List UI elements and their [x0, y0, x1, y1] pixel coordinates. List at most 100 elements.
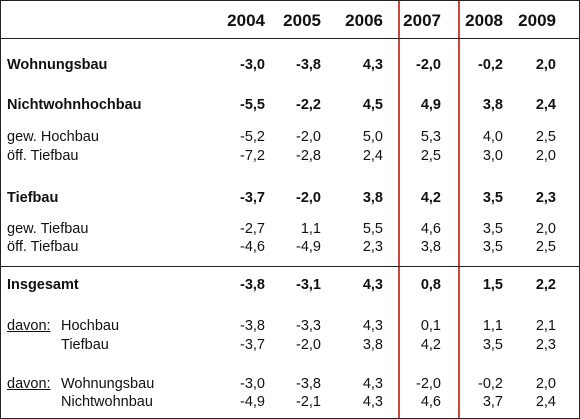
- value-2006: 3,8: [362, 337, 383, 353]
- value-2004: -3,8: [240, 318, 265, 334]
- value-2009: 2,0: [535, 57, 556, 73]
- value-2008: 1,5: [482, 277, 503, 293]
- table-row-davon-nichtwohnbau: Nichtwohnbau -4,9 -2,1 4,3 4,6 3,7 2,4: [1, 392, 579, 412]
- value-2008: 3,5: [482, 190, 503, 206]
- table-row-davon-wohnungsbau: davon: Wohnungsbau -3,0 -3,8 4,3 -2,0 -0…: [1, 374, 579, 394]
- header-row: 2004 2005 2006 2007 2008 2009: [1, 11, 579, 31]
- value-2007: 2,5: [420, 148, 441, 164]
- value-2008: 1,1: [482, 318, 503, 334]
- value-2004: -5,2: [240, 129, 265, 145]
- value-2009: 2,4: [535, 394, 556, 410]
- value-2007: 4,6: [420, 394, 441, 410]
- value-2005: -2,2: [296, 97, 321, 113]
- year-header-2008: 2008: [465, 11, 503, 30]
- table-row-nichtwohnhochbau: Nichtwohnhochbau -5,5 -2,2 4,5 4,9 3,8 2…: [1, 95, 579, 115]
- row-label: Hochbau: [61, 318, 120, 334]
- row-label: Tiefbau: [7, 190, 59, 206]
- value-2004: -3,8: [240, 277, 265, 293]
- value-2005: -2,8: [296, 148, 321, 164]
- value-2004: -4,6: [240, 239, 265, 255]
- value-2006: 4,3: [362, 57, 383, 73]
- value-2006: 4,3: [362, 277, 383, 293]
- value-2009: 2,3: [535, 337, 556, 353]
- value-2005: -2,0: [296, 190, 321, 206]
- row-label: gew. Tiefbau: [7, 221, 89, 237]
- row-label: Wohnungsbau: [7, 57, 108, 73]
- value-2007: 4,2: [420, 190, 441, 206]
- value-2004: -5,5: [240, 97, 265, 113]
- value-2009: 2,1: [535, 318, 556, 334]
- total-separator: [1, 266, 579, 267]
- value-2006: 2,4: [362, 148, 383, 164]
- row-label: gew. Hochbau: [7, 129, 99, 145]
- value-2006: 4,3: [362, 318, 383, 334]
- value-2004: -7,2: [240, 148, 265, 164]
- header-separator: [1, 38, 579, 39]
- davon-label: davon:: [7, 376, 51, 392]
- row-label: öff. Tiefbau: [7, 148, 79, 164]
- value-2006: 3,8: [362, 190, 383, 206]
- table-row-tiefbau: Tiefbau -3,7 -2,0 3,8 4,2 3,5 2,3: [1, 188, 579, 208]
- value-2005: -2,0: [296, 129, 321, 145]
- value-2008: 3,5: [482, 337, 503, 353]
- value-2009: 2,3: [535, 190, 556, 206]
- value-2008: 3,5: [482, 239, 503, 255]
- value-2007: 4,2: [420, 337, 441, 353]
- value-2009: 2,2: [535, 277, 556, 293]
- value-2006: 4,3: [362, 376, 383, 392]
- row-label: Nichtwohnbau: [61, 394, 153, 410]
- year-header-2009: 2009: [518, 11, 556, 30]
- value-2006: 5,5: [362, 221, 383, 237]
- value-2005: 1,1: [300, 221, 321, 237]
- value-2007: 4,9: [420, 97, 441, 113]
- value-2005: -2,0: [296, 337, 321, 353]
- value-2005: -3,1: [296, 277, 321, 293]
- value-2007: 0,1: [420, 318, 441, 334]
- value-2009: 2,5: [535, 129, 556, 145]
- value-2009: 2,0: [535, 148, 556, 164]
- value-2007: -2,0: [416, 57, 441, 73]
- year-header-2007: 2007: [403, 11, 441, 30]
- table-row-gew-tiefbau: gew. Tiefbau -2,7 1,1 5,5 4,6 3,5 2,0: [1, 219, 579, 239]
- table-row-wohnungsbau: Wohnungsbau -3,0 -3,8 4,3 -2,0 -0,2 2,0: [1, 55, 579, 75]
- value-2006: 5,0: [362, 129, 383, 145]
- table-row-insgesamt: Insgesamt -3,8 -3,1 4,3 0,8 1,5 2,2: [1, 275, 579, 295]
- value-2004: -3,7: [240, 190, 265, 206]
- table-row-davon-hochbau: davon: Hochbau -3,8 -3,3 4,3 0,1 1,1 2,1: [1, 316, 579, 336]
- value-2007: 5,3: [420, 129, 441, 145]
- row-label: Insgesamt: [7, 277, 79, 293]
- row-label: Tiefbau: [61, 337, 109, 353]
- value-2007: 0,8: [420, 277, 441, 293]
- value-2008: 3,7: [482, 394, 503, 410]
- value-2008: -0,2: [478, 57, 503, 73]
- value-2006: 2,3: [362, 239, 383, 255]
- year-header-2006: 2006: [345, 11, 383, 30]
- value-2005: -3,3: [296, 318, 321, 334]
- value-2006: 4,3: [362, 394, 383, 410]
- table-row-oeff-tiefbau: öff. Tiefbau -7,2 -2,8 2,4 2,5 3,0 2,0: [1, 146, 579, 166]
- value-2005: -4,9: [296, 239, 321, 255]
- value-2004: -3,0: [240, 376, 265, 392]
- value-2009: 2,5: [535, 239, 556, 255]
- value-2008: 3,5: [482, 221, 503, 237]
- row-label: Wohnungsbau: [61, 376, 155, 392]
- value-2009: 2,4: [535, 97, 556, 113]
- value-2005: -2,1: [296, 394, 321, 410]
- year-header-2004: 2004: [227, 11, 265, 30]
- value-2008: 4,0: [482, 129, 503, 145]
- value-2006: 4,5: [362, 97, 383, 113]
- value-2004: -3,7: [240, 337, 265, 353]
- value-2008: 3,0: [482, 148, 503, 164]
- value-2007: -2,0: [416, 376, 441, 392]
- year-header-2005: 2005: [283, 11, 321, 30]
- value-2007: 4,6: [420, 221, 441, 237]
- value-2009: 2,0: [535, 376, 556, 392]
- value-2007: 3,8: [420, 239, 441, 255]
- value-2005: -3,8: [296, 57, 321, 73]
- value-2004: -4,9: [240, 394, 265, 410]
- row-label: Nichtwohnhochbau: [7, 97, 142, 113]
- value-2004: -3,0: [240, 57, 265, 73]
- value-2005: -3,8: [296, 376, 321, 392]
- davon-label: davon:: [7, 318, 51, 334]
